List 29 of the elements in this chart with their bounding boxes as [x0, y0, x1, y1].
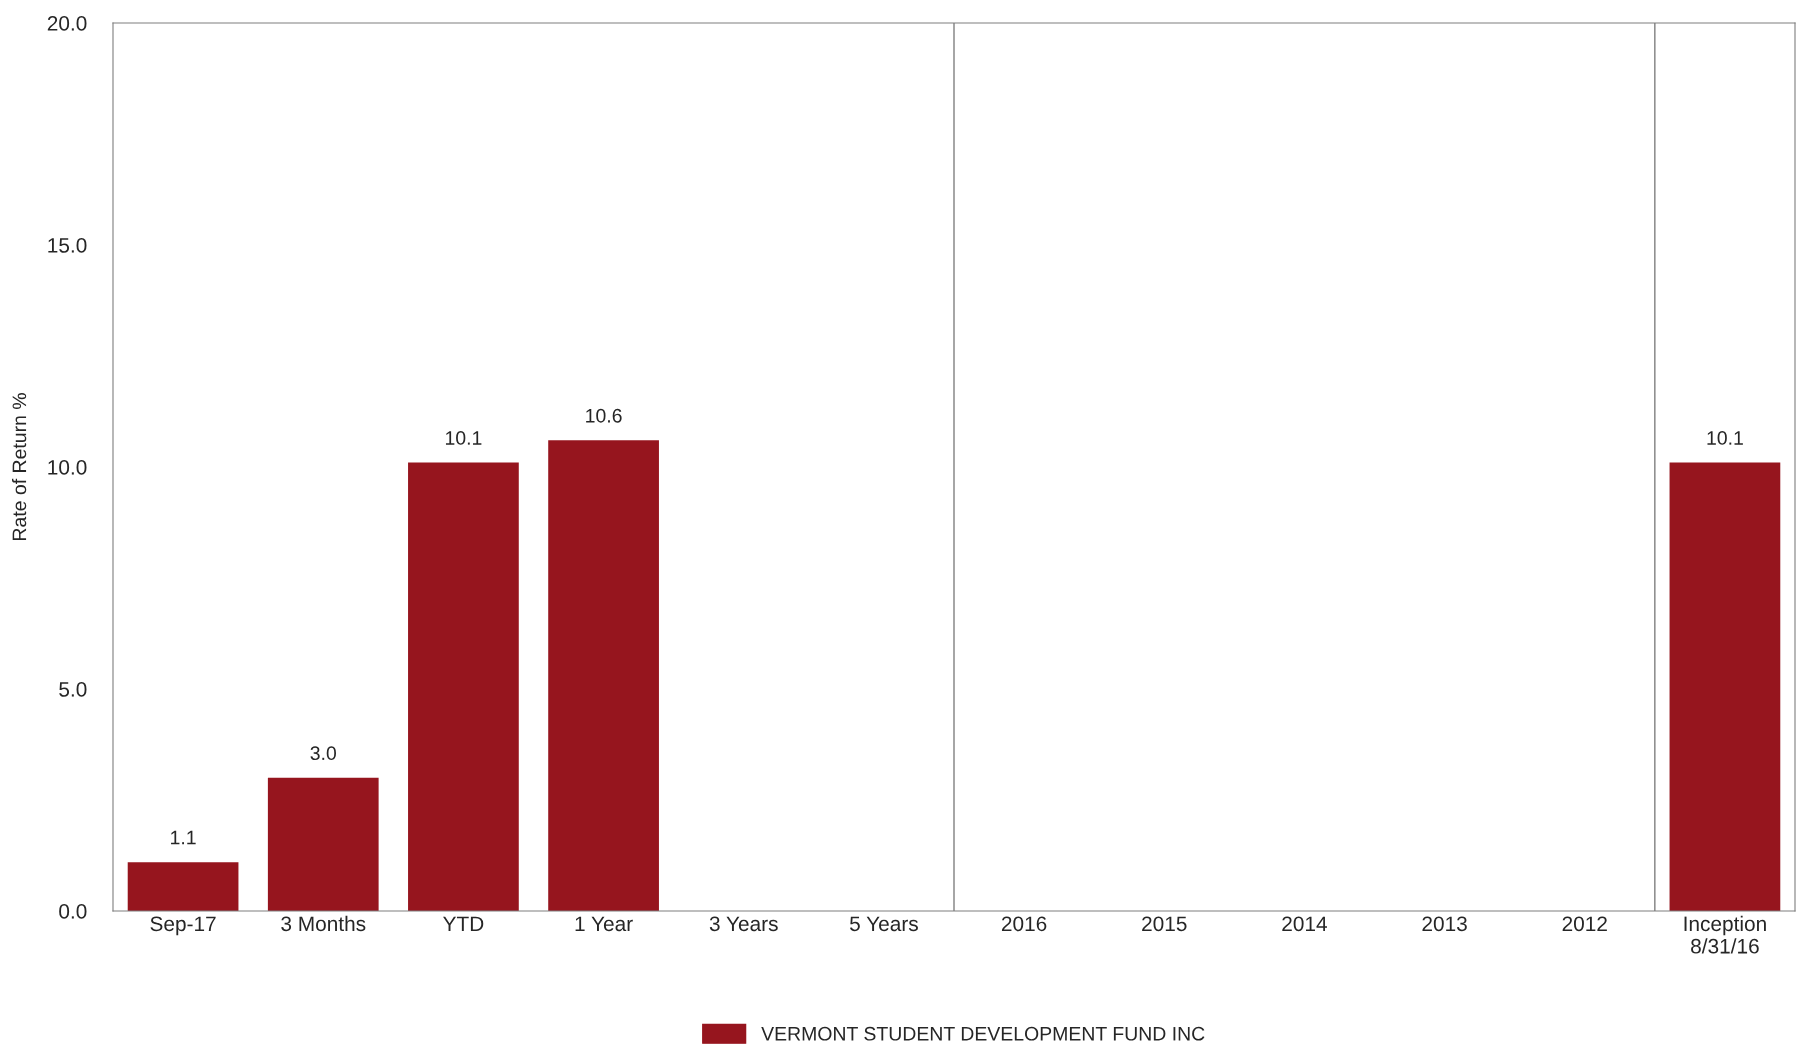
x-tick-label: 2014 — [1282, 916, 1327, 932]
x-tick-label: Inception 8/31/16 — [1684, 915, 1766, 954]
x-tick-label: YTD — [443, 916, 484, 931]
bar — [548, 440, 659, 911]
data-label: 10.1 — [445, 431, 482, 445]
bar — [1669, 462, 1781, 911]
bar — [408, 462, 519, 911]
x-tick-label: 1 Year — [575, 916, 633, 932]
data-label: 1.1 — [171, 830, 196, 845]
y-tick-label: 0.0 — [59, 904, 87, 919]
data-label: 10.6 — [586, 408, 622, 423]
x-tick-label: 3 Years — [709, 916, 778, 932]
bar — [127, 862, 239, 911]
data-label: 3.0 — [310, 746, 337, 761]
y-tick-label: 15.0 — [48, 238, 87, 253]
legend-label: VERMONT STUDENT DEVELOPMENT FUND INC — [761, 1026, 1205, 1041]
x-tick-label: 5 Years — [849, 916, 918, 932]
x-tick-label: 3 Months — [281, 915, 366, 932]
x-tick-label: Sep-17 — [150, 916, 216, 936]
bar — [267, 777, 379, 911]
y-tick-label: 10.0 — [48, 460, 87, 475]
y-axis-title: Rate of Return % — [11, 393, 27, 540]
x-tick-label: 2012 — [1562, 916, 1607, 932]
x-tick-label: 2013 — [1422, 916, 1467, 932]
y-tick-label: 5.0 — [59, 682, 87, 697]
x-tick-label: 2016 — [1001, 916, 1047, 932]
x-tick-label: 2015 — [1142, 916, 1187, 932]
data-label: 10.1 — [1707, 431, 1743, 445]
y-tick-label: 20.0 — [47, 16, 87, 31]
